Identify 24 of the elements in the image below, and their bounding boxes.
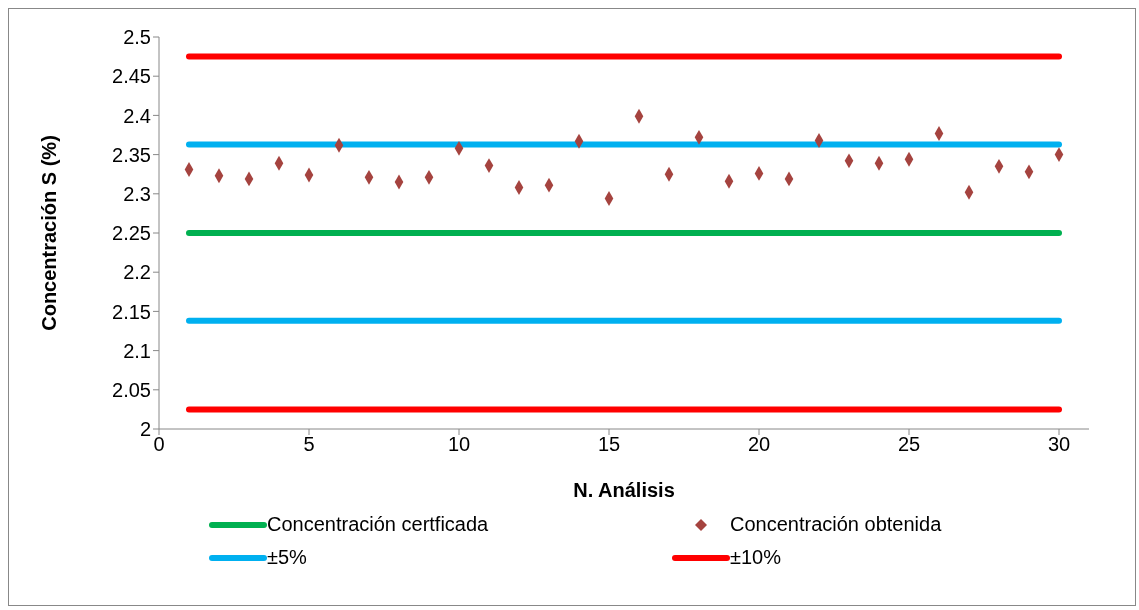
y-tick-label: 2.05 xyxy=(112,378,151,401)
y-tick-label: 2.25 xyxy=(112,222,151,245)
y-tick-label: 2.3 xyxy=(123,182,151,205)
x-tick-label: 5 xyxy=(303,433,315,456)
y-tick-label: 2.1 xyxy=(123,339,151,362)
y-axis-title: Concentración S (%) xyxy=(38,135,61,331)
legend-label: ±10% xyxy=(730,546,782,569)
x-tick-label: 25 xyxy=(897,433,921,456)
x-tick-label: 30 xyxy=(1047,433,1071,456)
legend-label: ±5% xyxy=(267,546,307,569)
y-tick-label: 2.15 xyxy=(112,300,151,323)
y-tick-label: 2 xyxy=(139,418,151,441)
x-tick-label: 10 xyxy=(447,433,471,456)
y-tick-label: 2.35 xyxy=(112,143,151,166)
legend-label: Concentración certficada xyxy=(267,513,489,536)
x-tick-label: 15 xyxy=(597,433,621,456)
y-tick-label: 2.2 xyxy=(123,261,151,284)
y-tick-label: 2.5 xyxy=(123,26,151,49)
x-axis-title: N. Análisis xyxy=(573,479,675,501)
x-tick-label: 20 xyxy=(747,433,771,456)
y-tick-label: 2.45 xyxy=(112,65,151,88)
legend-label: Concentración obtenida xyxy=(730,513,942,536)
x-tick-label: 0 xyxy=(153,433,165,456)
y-tick-label: 2.4 xyxy=(123,104,151,127)
